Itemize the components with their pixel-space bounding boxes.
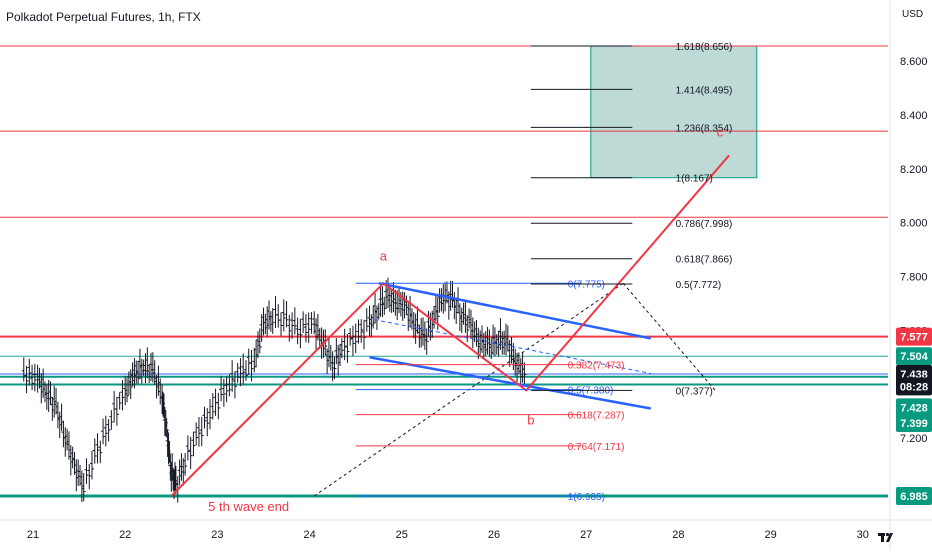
price-axis-badge[interactable] (896, 414, 932, 433)
time-axis-tick-label: 26 (488, 529, 500, 541)
price-axis-badge[interactable] (896, 377, 932, 396)
time-axis-tick-label: 30 (857, 529, 869, 541)
time-axis-tick-label: 28 (672, 529, 684, 541)
fib-retracement-label: 0.764(7.171) (568, 442, 625, 453)
fib-retracement-label: 0.382(7.473) (568, 361, 625, 372)
fib-retracement-label: 0(7.775) (568, 279, 605, 290)
wave-annotation: 5 th wave end (208, 499, 289, 514)
price-axis-badge-label: 7.399 (900, 418, 928, 430)
price-axis-badge-label: 7.428 (900, 402, 928, 414)
price-axis-badge[interactable] (896, 398, 932, 417)
price-axis-badge[interactable] (896, 487, 932, 505)
wave-annotation: c (717, 124, 724, 139)
price-axis-tick-label: 7.800 (900, 272, 928, 284)
chart-title: Polkadot Perpetual Futures, 1h, FTX (6, 10, 201, 24)
fib-retracement-label: 1(6.985) (568, 492, 605, 503)
time-axis-tick-label: 29 (764, 529, 776, 541)
price-axis-badge-label: 7.577 (900, 332, 928, 344)
price-axis-badge-label: 6.985 (900, 491, 928, 503)
price-axis-tick-label: 8.000 (900, 218, 928, 230)
wave-annotation: a (380, 248, 388, 263)
price-axis-tick-label: 8.200 (900, 164, 928, 176)
tradingview-logo-icon (878, 530, 894, 544)
time-axis-tick-label: 25 (396, 529, 408, 541)
fib-extension-label: 1.414(8.495) (676, 85, 733, 96)
fib-extension-label: 1.236(8.354) (676, 123, 733, 134)
fib-extension-label: 0(7.377) (676, 386, 713, 397)
time-axis-tick-label: 23 (211, 529, 223, 541)
currency-label: USD (902, 9, 924, 20)
fib-retracement-label: 0.5(7.380) (568, 386, 614, 397)
fib-extension-box[interactable] (590, 45, 758, 179)
fib-extension-label: 0.618(7.866) (676, 255, 733, 266)
fib-extension-label: 1.618(8.656) (676, 42, 733, 53)
price-axis-tick-label: 8.600 (900, 56, 928, 68)
time-axis-tick-label: 24 (303, 529, 315, 541)
fib-extension-label: 0.786(7.998) (676, 219, 733, 230)
fib-extension-label: 0.5(7.772) (676, 280, 722, 291)
price-axis-badge-label: 08:28 (900, 381, 928, 393)
price-axis-badge-label: 7.504 (900, 351, 928, 363)
time-axis-tick-label: 21 (27, 529, 39, 541)
wave-annotation: b (527, 413, 534, 428)
price-axis-tick-label: 7.200 (900, 433, 928, 445)
time-axis-tick-label: 27 (580, 529, 592, 541)
channel-mid-line[interactable] (374, 319, 651, 374)
price-axis-badge[interactable] (896, 327, 932, 346)
wave-path-line[interactable] (170, 154, 730, 497)
channel-lower-line[interactable] (369, 356, 651, 410)
time-axis-tick-label: 22 (119, 529, 131, 541)
price-axis-tick-label: 8.400 (900, 110, 928, 122)
fib-extension-label: 1(8.167) (676, 174, 713, 185)
fib-retracement-label: 0.618(7.287) (568, 411, 625, 422)
price-axis-badge[interactable] (896, 347, 932, 366)
channel-upper-line[interactable] (378, 282, 651, 340)
